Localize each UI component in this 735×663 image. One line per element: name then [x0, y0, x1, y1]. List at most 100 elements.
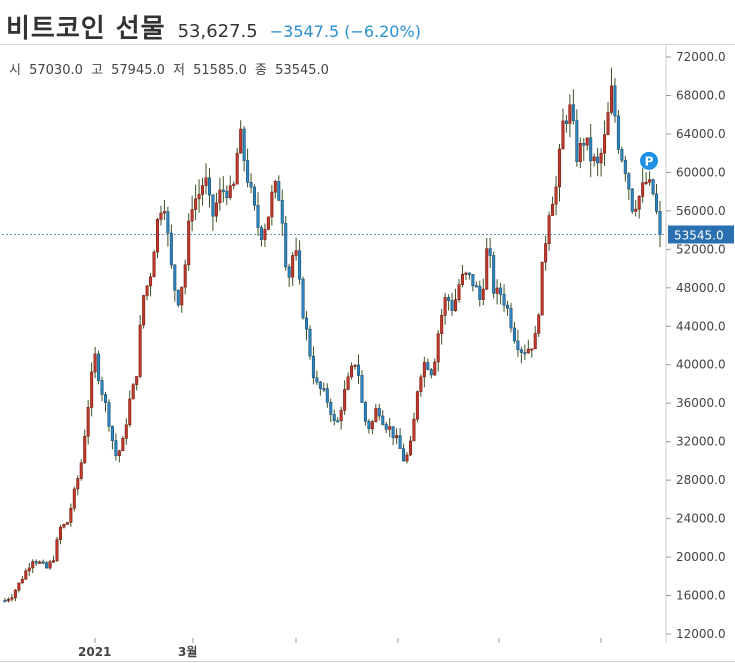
candle-body[interactable] — [311, 355, 315, 379]
candle-body[interactable] — [138, 324, 142, 377]
candle-body[interactable] — [155, 219, 159, 253]
candle-body[interactable] — [623, 159, 627, 175]
candle-body[interactable] — [620, 149, 624, 161]
candle-body[interactable] — [6, 598, 10, 602]
candle-body[interactable] — [180, 286, 184, 306]
candle-body[interactable] — [117, 450, 121, 457]
candle-body[interactable] — [52, 560, 56, 563]
candle-body[interactable] — [145, 285, 149, 296]
candle-body[interactable] — [637, 196, 641, 210]
candle-body[interactable] — [578, 142, 582, 162]
candle-body[interactable] — [270, 191, 274, 218]
candle-body[interactable] — [100, 380, 104, 395]
candle-body[interactable] — [38, 561, 42, 564]
candle-body[interactable] — [211, 194, 215, 217]
candle-body[interactable] — [343, 389, 347, 411]
candle-body[interactable] — [454, 299, 458, 311]
candle-body[interactable] — [225, 190, 229, 199]
candle-body[interactable] — [83, 435, 87, 464]
candle-body[interactable] — [460, 273, 464, 285]
candle-body[interactable] — [246, 160, 250, 183]
candle-body[interactable] — [374, 408, 378, 422]
candle-body[interactable] — [69, 507, 73, 523]
candle-body[interactable] — [388, 426, 392, 430]
candle-body[interactable] — [613, 85, 617, 117]
candle-body[interactable] — [447, 297, 451, 301]
candle-body[interactable] — [235, 152, 239, 185]
candle-body[interactable] — [381, 415, 385, 425]
candle-body[interactable] — [592, 156, 596, 162]
candle-body[interactable] — [242, 128, 246, 161]
candle-body[interactable] — [488, 248, 492, 256]
candle-body[interactable] — [76, 478, 80, 490]
candle-body[interactable] — [440, 315, 444, 335]
candle-body[interactable] — [419, 376, 423, 392]
candle-body[interactable] — [284, 222, 288, 268]
candle-body[interactable] — [301, 278, 305, 319]
candle-body[interactable] — [121, 438, 125, 452]
candle-body[interactable] — [207, 177, 211, 196]
candle-body[interactable] — [97, 353, 101, 381]
candle-body[interactable] — [103, 394, 108, 403]
candle-body[interactable] — [24, 570, 28, 580]
candle-body[interactable] — [318, 381, 322, 389]
candle-body[interactable] — [291, 255, 295, 278]
candle-body[interactable] — [93, 353, 97, 373]
candle-body[interactable] — [214, 202, 218, 217]
candle-body[interactable] — [391, 426, 395, 439]
candle-body[interactable] — [408, 440, 412, 456]
candle-body[interactable] — [131, 384, 135, 400]
p-badge-icon[interactable] — [640, 151, 658, 170]
candle-body[interactable] — [20, 578, 24, 584]
candle-body[interactable] — [651, 179, 655, 195]
candle-body[interactable] — [17, 582, 21, 591]
candle-body[interactable] — [176, 289, 180, 306]
candle-body[interactable] — [544, 243, 548, 263]
candle-body[interactable] — [65, 522, 69, 525]
candle-body[interactable] — [253, 186, 257, 206]
candle-body[interactable] — [523, 352, 527, 355]
candle-body[interactable] — [10, 597, 14, 600]
candle-body[interactable] — [537, 314, 541, 334]
candle-body[interactable] — [457, 284, 461, 300]
chart-area[interactable]: 12000.0 16000.0 20000.0 24000.0 28000.0 32000… — [0, 44, 735, 662]
candle-body[interactable] — [481, 288, 485, 300]
candle-body[interactable] — [336, 420, 340, 423]
candle-body[interactable] — [426, 362, 430, 370]
candle-body[interactable] — [346, 376, 350, 390]
candle-body[interactable] — [72, 488, 76, 509]
candle-body[interactable] — [48, 561, 52, 569]
candle-body[interactable] — [384, 424, 388, 430]
candle-body[interactable] — [218, 189, 222, 204]
candle-body[interactable] — [304, 317, 309, 330]
candle-body[interactable] — [107, 402, 111, 427]
candle-body[interactable] — [124, 424, 128, 439]
candle-body[interactable] — [90, 371, 94, 408]
candle-body[interactable] — [114, 440, 118, 457]
candle-body[interactable] — [308, 328, 312, 357]
candle-body[interactable] — [339, 410, 343, 422]
candle-body[interactable] — [322, 388, 326, 391]
candle-body[interactable] — [402, 448, 406, 462]
candle-body[interactable] — [135, 376, 139, 385]
candle-body[interactable] — [499, 287, 503, 295]
candle-body[interactable] — [585, 137, 589, 146]
candle-body[interactable] — [315, 377, 319, 383]
candle-body[interactable] — [495, 287, 499, 294]
candle-body[interactable] — [159, 212, 163, 220]
candle-body[interactable] — [169, 232, 173, 266]
candle-body[interactable] — [415, 391, 419, 420]
candle-body[interactable] — [41, 561, 45, 564]
candle-body[interactable] — [183, 264, 187, 288]
candle-body[interactable] — [45, 562, 49, 569]
candle-body[interactable] — [128, 398, 132, 426]
candle-body[interactable] — [287, 266, 291, 278]
candle-body[interactable] — [370, 421, 374, 430]
candle-body[interactable] — [478, 285, 482, 300]
candle-body[interactable] — [603, 134, 607, 154]
candle-body[interactable] — [377, 408, 381, 417]
candle-body[interactable] — [551, 203, 555, 216]
candle-body[interactable] — [194, 198, 198, 210]
candle-body[interactable] — [363, 402, 367, 422]
candle-body[interactable] — [533, 333, 537, 350]
